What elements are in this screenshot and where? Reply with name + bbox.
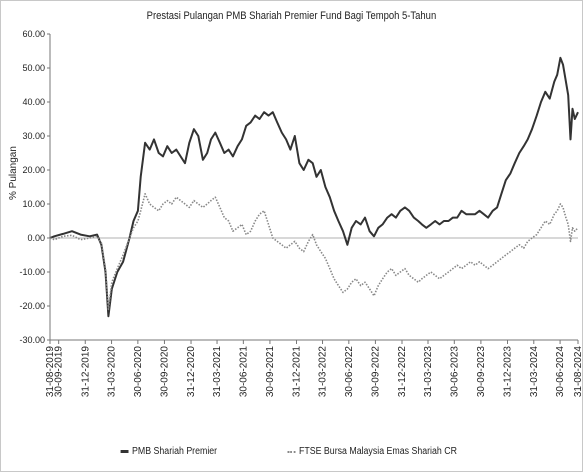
y-tick-label: -20.00 — [19, 301, 45, 311]
chart-title: Prestasi Pulangan PMB Shariah Premier Fu… — [146, 10, 437, 22]
x-tick-label: 30-06-2021 — [238, 346, 249, 398]
legend-swatch-solid — [120, 450, 129, 453]
y-tick-label: 60.00 — [22, 29, 45, 39]
legend-item-series-2: FTSE Bursa Malaysia Emas Shariah CR — [287, 446, 458, 457]
x-tick-label: 31-12-2019 — [80, 346, 91, 398]
y-tick-label: 20.00 — [22, 165, 45, 175]
y-tick-label: -10.00 — [19, 267, 45, 277]
y-tick-label: 0.00 — [27, 233, 45, 243]
x-tick-label: 30-06-2020 — [133, 346, 144, 398]
legend-swatch-dotted — [287, 450, 296, 453]
x-tick-label: 31-12-2023 — [502, 346, 513, 398]
x-tick-label: 30-09-2022 — [370, 346, 381, 398]
y-tick-label: 30.00 — [22, 131, 45, 141]
y-tick-label: -30.00 — [19, 335, 45, 345]
series-line-2 — [49, 193, 579, 311]
series-line-1 — [49, 56, 579, 318]
legend-item-series-1: PMB Shariah Premier — [120, 446, 218, 457]
x-tick-label: 30-09-2023 — [476, 346, 487, 398]
x-tick-label: 30-06-2022 — [344, 346, 355, 398]
x-tick-label: 30-09-2020 — [159, 346, 170, 398]
chart-legend: PMB Shariah Premier FTSE Bursa Malaysia … — [0, 446, 583, 457]
x-tick-label: 30-06-2023 — [449, 346, 460, 398]
x-tick-label: 31-12-2022 — [397, 346, 408, 398]
x-tick-label: 31-03-2020 — [107, 346, 118, 398]
x-tick-label: 30-09-2019 — [54, 346, 65, 398]
x-tick-label: 31-08-2024 — [573, 346, 583, 398]
x-tick-label: 30-06-2024 — [555, 346, 566, 398]
x-tick-label: 30-09-2021 — [265, 346, 276, 398]
y-tick-label: 40.00 — [22, 97, 45, 107]
legend-label-series-1: PMB Shariah Premier — [132, 446, 218, 457]
x-tick-label: 31-12-2020 — [186, 346, 197, 398]
x-tick-label: 31-12-2021 — [292, 346, 303, 398]
x-tick-label: 31-03-2022 — [318, 346, 329, 398]
x-tick-label: 31-03-2023 — [423, 346, 434, 398]
x-tick-label: 31-03-2024 — [529, 346, 540, 398]
x-tick-label: 31-08-2019 — [45, 346, 56, 398]
y-tick-label: 10.00 — [22, 199, 45, 209]
y-tick-label: 50.00 — [22, 63, 45, 73]
legend-label-series-2: FTSE Bursa Malaysia Emas Shariah CR — [299, 446, 458, 457]
x-tick-label: 31-03-2021 — [212, 346, 223, 398]
